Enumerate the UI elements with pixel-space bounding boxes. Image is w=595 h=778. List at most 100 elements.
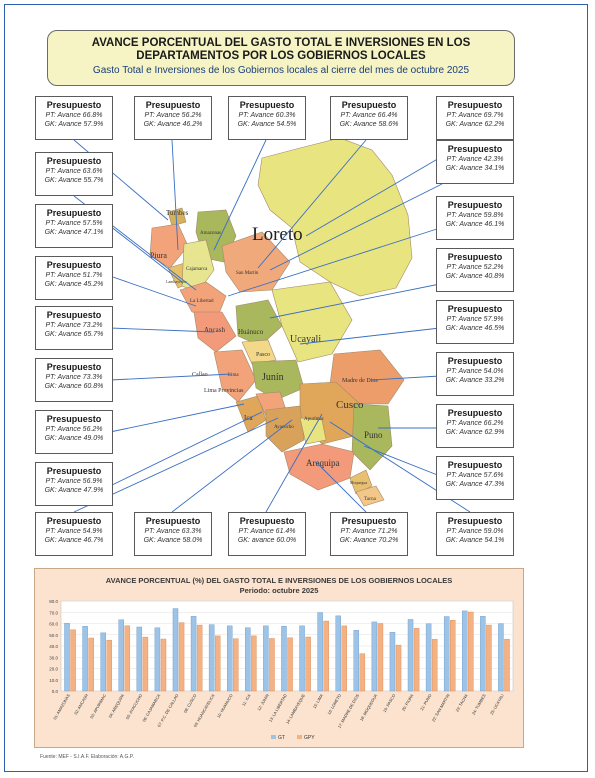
label-apurimac: Apurímac [304, 417, 325, 422]
label-lambayeque: Lambayeque [166, 279, 187, 284]
box-gk: GK: Avance 40.8% [445, 273, 505, 280]
box-gk: GK: Avance 34.1% [445, 165, 505, 172]
y-tick-label: 20.0 [49, 667, 58, 672]
box-pt: PT: Avance 66.4% [340, 112, 398, 119]
presupuesto-box: Presupuesto PT: Avance 61.4% GK: avance 60… [228, 512, 306, 556]
bar-gt [480, 616, 486, 692]
legend-label: GPY [304, 735, 315, 741]
bar-gt [462, 610, 468, 692]
y-tick-label: 50.0 [49, 633, 58, 638]
legend-swatch [297, 735, 302, 739]
box-gk: GK: avance 60.0% [237, 537, 297, 544]
bar-gpy [413, 628, 420, 692]
box-heading: Presupuesto [239, 100, 295, 110]
box-pt: PT: Avance 42.3% [446, 156, 504, 163]
bar-gpy [160, 638, 167, 692]
box-pt: PT: Avance 66.2% [446, 420, 504, 427]
presupuesto-box: Presupuesto PT: Avance 59.8% GK: Avance 46… [436, 196, 514, 240]
box-gk: GK: Avance 57.9% [44, 121, 104, 128]
bar-gt [100, 632, 106, 692]
box-pt: PT: Avance 56.9% [45, 478, 103, 485]
chart-subtitle: Periodo: octubre 2025 [239, 586, 319, 595]
x-tick-label: 06: CAJAMARCA [141, 693, 161, 723]
box-pt: PT: Avance 54.9% [45, 528, 103, 535]
box-heading: Presupuesto [341, 516, 397, 526]
region-pasco [241, 339, 277, 365]
box-pt: PT: Avance 63.6% [45, 168, 103, 175]
region-lima [213, 349, 257, 403]
bar-gpy [287, 637, 293, 692]
label-san-martin: San Martín [236, 271, 259, 276]
box-heading: Presupuesto [46, 310, 102, 320]
box-pt: PT: Avance 71.2% [340, 528, 398, 535]
x-tick-label: 05: AYACUCHO [125, 693, 144, 720]
box-gk: GK: Avance 33.2% [445, 377, 505, 384]
box-pt: PT: Avance 57.5% [45, 220, 103, 227]
box-gk: GK: Avance 46.7% [44, 537, 104, 544]
box-pt: PT: Avance 54.0% [446, 368, 504, 375]
x-tick-label: 01: AMAZONAS [52, 693, 71, 721]
bar-gpy [214, 635, 221, 692]
bar-gpy [359, 653, 366, 692]
bar-gt [281, 626, 287, 692]
box-heading: Presupuesto [239, 516, 295, 526]
bar-gpy [323, 620, 329, 692]
label-tumbes: Tumbes [166, 209, 189, 217]
source-note: Fuente: MEF - S.I.A.F. Elaboración: A.G.… [40, 754, 134, 760]
box-pt: PT: Avance 73.3% [45, 374, 103, 381]
label-huanuco: Huánuco [238, 328, 264, 336]
box-heading: Presupuesto [46, 362, 102, 372]
region-piura [149, 223, 189, 269]
bar-gt [371, 621, 378, 692]
bar-gt [335, 615, 341, 692]
bar-gpy [70, 629, 76, 692]
region-apurimac [299, 417, 327, 445]
x-tick-label: 15: LIMA [312, 693, 325, 710]
box-heading: Presupuesto [447, 460, 503, 470]
box-pt: PT: Avance 73.2% [45, 322, 103, 329]
box-pt: PT: Avance 52.2% [446, 264, 504, 271]
presupuesto-box: Presupuesto PT: Avance 56.2% GK: Avance 46… [134, 96, 212, 140]
label-cajamarca: Cajamarca [186, 267, 208, 272]
x-tick-label: 14: LAMBAYEQUE [285, 693, 306, 725]
label-ayacucho: Ayacucho [274, 425, 294, 430]
x-tick-label: 22: SAN MARTIN [431, 693, 451, 723]
presupuesto-box: Presupuesto PT: Avance 54.9% GK: Avance 46… [35, 512, 113, 556]
box-heading: Presupuesto [447, 516, 503, 526]
bar-gt [118, 619, 124, 692]
box-heading: Presupuesto [46, 260, 102, 270]
presupuesto-box: Presupuesto PT: Avance 73.3% GK: Avance 60… [35, 358, 113, 402]
box-heading: Presupuesto [46, 516, 102, 526]
bar-gt [353, 630, 360, 692]
x-tick-label: 13: LA LIBERTAD [268, 693, 288, 723]
box-gk: GK: Avance 45.2% [44, 281, 104, 288]
bar-gpy [196, 624, 203, 692]
box-heading: Presupuesto [145, 516, 201, 526]
presupuesto-box: Presupuesto PT: Avance 52.2% GK: Avance 40… [436, 248, 514, 292]
y-tick-label: 80.0 [49, 599, 58, 604]
presupuesto-box: Presupuesto PT: Avance 63.3% GK: Avance 58… [134, 512, 212, 556]
bar-gt [299, 625, 305, 692]
box-heading: Presupuesto [447, 100, 503, 110]
bar-gt [226, 625, 233, 692]
bar-gpy [142, 636, 149, 692]
label-lima-provincias: Lima Provincias [204, 388, 244, 394]
bar-gt [407, 619, 414, 692]
region-huanuco [235, 299, 283, 347]
box-heading: Presupuesto [447, 304, 503, 314]
chart-title: AVANCE PORCENTUAL (%) DEL GASTO TOTAL E … [105, 576, 453, 585]
bar-gt [317, 612, 323, 692]
bar-gpy [377, 623, 384, 692]
label-callao: Callao [192, 372, 208, 378]
bar-gpy [178, 622, 185, 692]
x-tick-label: 11: ICA [241, 693, 252, 707]
region-loreto [257, 137, 413, 297]
presupuesto-box: Presupuesto PT: Avance 57.5% GK: Avance 47… [35, 204, 113, 248]
box-gk: GK: Avance 47.1% [44, 229, 104, 236]
box-heading: Presupuesto [145, 100, 201, 110]
page-subtitle: Gasto Total e Inversiones de los Gobiern… [92, 65, 470, 76]
presupuesto-box: Presupuesto PT: Avance 60.3% GK: Avance 54… [228, 96, 306, 140]
bar-gpy [450, 620, 456, 692]
bar-chart: 0.0 10.0 20.0 30.0 40.0 50.0 60.0 70.0 80.0 01: A… [49, 599, 514, 741]
page-title: AVANCE PORCENTUAL DEL GASTO TOTAL E INVE… [91, 37, 471, 62]
